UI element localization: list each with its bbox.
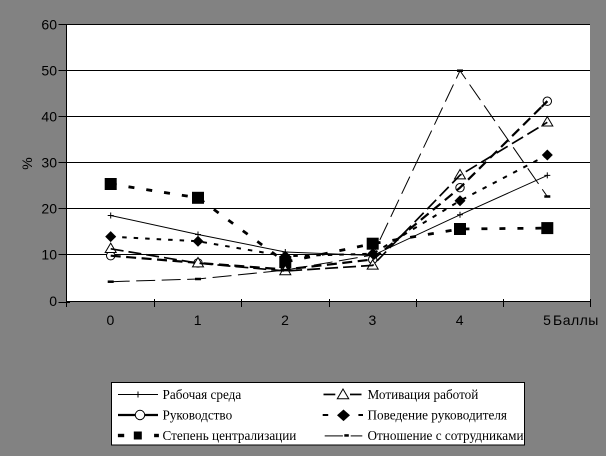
svg-text:Баллы: Баллы: [553, 312, 599, 328]
svg-text:Степень централизации: Степень централизации: [163, 428, 297, 443]
svg-text:1: 1: [194, 312, 202, 328]
svg-text:4: 4: [456, 312, 464, 328]
svg-text:Мотивация работой: Мотивация работой: [368, 387, 479, 402]
svg-text:10: 10: [41, 247, 57, 263]
svg-text:Руководство: Руководство: [163, 408, 233, 423]
svg-text:60: 60: [41, 17, 57, 33]
svg-text:0: 0: [49, 293, 57, 309]
svg-text:5: 5: [543, 312, 551, 328]
svg-text:Поведение руководителя: Поведение руководителя: [368, 408, 508, 423]
svg-text:30: 30: [41, 155, 57, 171]
svg-text:2: 2: [281, 312, 289, 328]
svg-text:50: 50: [41, 63, 57, 79]
svg-text:3: 3: [369, 312, 377, 328]
svg-text:Отношение с сотрудниками: Отношение с сотрудниками: [368, 428, 524, 443]
svg-text:20: 20: [41, 201, 57, 217]
svg-text:%: %: [19, 157, 35, 169]
svg-text:Рабочая среда: Рабочая среда: [163, 387, 242, 402]
svg-text:40: 40: [41, 109, 57, 125]
svg-text:0: 0: [107, 312, 115, 328]
